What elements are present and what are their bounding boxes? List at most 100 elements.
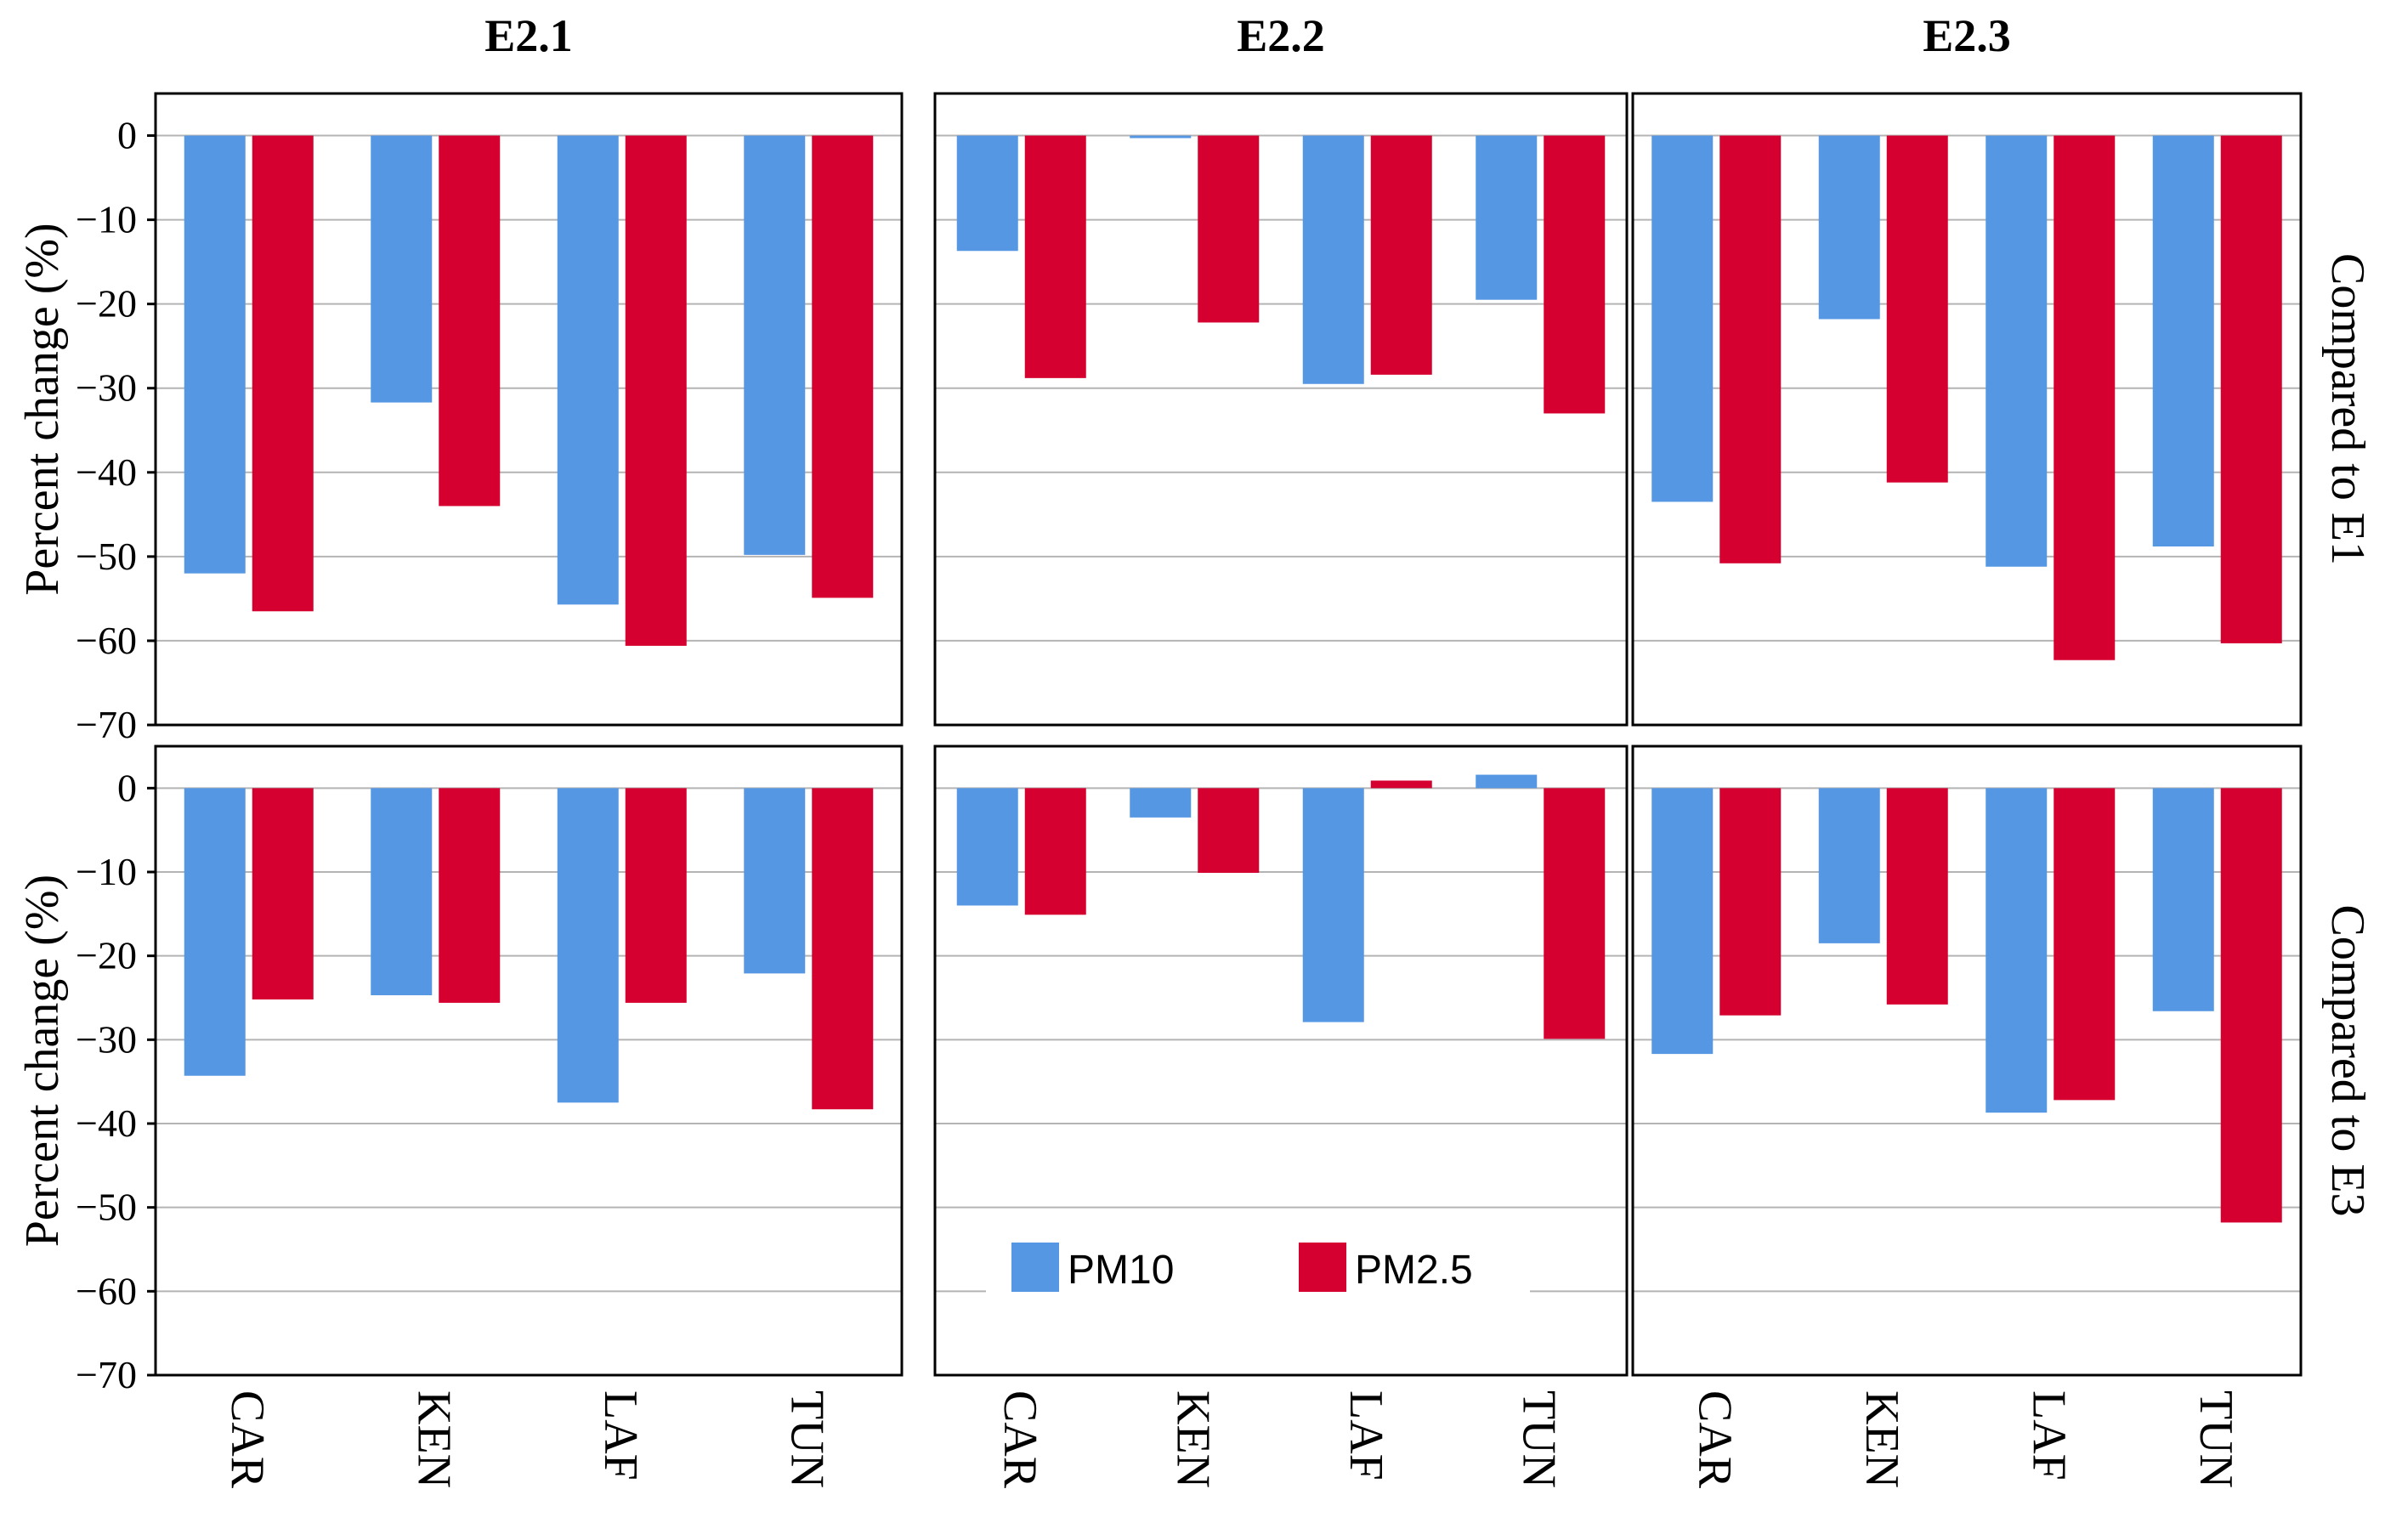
y-tick-label: −70 (76, 703, 137, 746)
bar-pm10-laf (1986, 135, 2048, 567)
y-axis-label: Percent change (%) (16, 875, 69, 1247)
bar-pm10-tun (1476, 774, 1538, 789)
bar-pm10-car (184, 135, 246, 574)
bar-pm10-laf (557, 788, 619, 1103)
bar-pm25-laf (2054, 135, 2116, 660)
category-label-ken: KEN (1855, 1390, 1908, 1488)
panel-frame (933, 745, 1629, 1377)
bar-pm10-car (956, 788, 1018, 906)
bar-pm10-car (956, 135, 1018, 252)
category-label-ken: KEN (407, 1390, 460, 1488)
bar-pm25-ken (439, 135, 501, 507)
bar-pm10-tun (744, 788, 806, 974)
category-label-ken: KEN (1166, 1390, 1219, 1488)
bar-pm25-car (1719, 788, 1782, 1016)
y-tick-label: −40 (76, 450, 137, 494)
bar-pm10-laf (1986, 788, 2048, 1113)
bar-pm10-tun (2152, 788, 2214, 1011)
y-tick-label: −10 (76, 198, 137, 241)
panel-E2-2-e1 (933, 92, 1629, 727)
bar-pm10-car (1651, 135, 1714, 502)
bar-pm25-ken (1198, 135, 1260, 323)
panel-frame (933, 92, 1629, 727)
category-label-laf: LAF (594, 1390, 647, 1481)
legend-background (986, 1243, 1530, 1314)
panel-frame (154, 745, 904, 1377)
category-label-tun: TUN (780, 1390, 833, 1488)
panel-E2-3-e3 (1631, 745, 2303, 1377)
y-tick-label: −10 (76, 850, 137, 893)
bar-pm10-tun (2152, 135, 2214, 546)
category-labels: CAR KEN LAF TUN CAR KEN LAF TUN CAR KEN LAF TUN (221, 1390, 2242, 1489)
panel-E2-1-e1: 0 −10 −20 −30 −40 −50 −60 −70 (76, 92, 904, 746)
bar-pm25-tun (2220, 788, 2282, 1223)
bar-pm10-laf (1302, 135, 1364, 384)
y-tick-label: −70 (76, 1353, 137, 1396)
bar-pm10-ken (1818, 135, 1880, 320)
column-title: E2.1 (484, 10, 573, 61)
bar-pm25-laf (625, 135, 687, 646)
bar-pm25-car (252, 788, 314, 999)
panel-E2-3-e1 (1631, 92, 2303, 727)
category-label-car: CAR (1688, 1390, 1741, 1489)
bar-pm25-tun (812, 135, 874, 598)
category-label-laf: LAF (1340, 1390, 1392, 1481)
bar-pm10-ken (371, 135, 433, 403)
bar-pm10-laf (1302, 788, 1364, 1022)
bar-pm25-laf (2054, 788, 2116, 1101)
y-tick-label: −30 (76, 1017, 137, 1061)
category-label-tun: TUN (1512, 1390, 1565, 1488)
column-titles: E2.1 E2.2 E2.3 (484, 10, 2011, 61)
y-tick-label: −30 (76, 366, 137, 410)
bar-pm25-ken (1198, 788, 1260, 873)
y-tick-label: −50 (76, 1186, 137, 1229)
bar-pm10-car (1651, 788, 1714, 1055)
category-label-tun: TUN (2190, 1390, 2242, 1488)
bar-pm10-laf (557, 135, 619, 605)
y-axis-labels: Percent change (%) Percent change (%) (16, 223, 69, 1247)
bar-pm10-car (184, 788, 246, 1076)
panel-frame (1631, 92, 2303, 727)
panel-frame (154, 92, 904, 727)
y-tick-label: −40 (76, 1101, 137, 1145)
category-label-car: CAR (994, 1390, 1046, 1489)
bar-pm25-laf (1370, 135, 1432, 375)
legend-pm25-label: PM2.5 (1355, 1248, 1473, 1293)
panel-E2-1-e3: 0 −10 −20 −30 −40 −50 −60 −70 (76, 745, 904, 1396)
bar-pm25-laf (625, 788, 687, 1003)
bar-pm25-ken (1886, 788, 1948, 1005)
legend-pm10-swatch (1011, 1243, 1059, 1292)
legend: PM10 PM2.5 (986, 1243, 1530, 1314)
bar-pm25-car (252, 135, 314, 612)
y-tick-label: −50 (76, 535, 137, 578)
category-label-car: CAR (221, 1390, 274, 1489)
panels: 0 −10 −20 −30 −40 −50 −60 −70 0 −10 −20 −30 −40 −50 −6… (76, 92, 2303, 1396)
row-labels: Compared to E1 Compared to E3 (2321, 253, 2374, 1217)
bar-pm25-laf (1370, 780, 1432, 789)
category-label-laf: LAF (2022, 1390, 2075, 1481)
bar-pm25-tun (2220, 135, 2282, 643)
bar-pm25-car (1719, 135, 1782, 563)
bar-pm10-ken (1130, 788, 1192, 818)
bar-pm10-ken (371, 788, 433, 996)
bar-pm25-tun (1544, 788, 1606, 1039)
legend-pm25-swatch (1299, 1243, 1346, 1292)
y-axis-label: Percent change (%) (16, 223, 69, 595)
bar-pm10-ken (1818, 788, 1880, 943)
bar-pm25-car (1024, 788, 1086, 915)
bar-pm25-tun (1544, 135, 1606, 414)
bar-pm10-tun (1476, 135, 1538, 300)
column-title: E2.3 (1923, 10, 2011, 61)
y-tick-label: −60 (76, 619, 137, 662)
bar-pm25-ken (439, 788, 501, 1003)
y-tick-label: −20 (76, 282, 137, 326)
column-title: E2.2 (1237, 10, 1325, 61)
bar-pm25-tun (812, 788, 874, 1110)
y-tick-label: −60 (76, 1269, 137, 1312)
row-label: Compared to E3 (2321, 904, 2374, 1216)
y-tick-label: 0 (117, 114, 137, 157)
y-tick-label: −20 (76, 934, 137, 977)
panel-E2-2-e3 (933, 745, 1629, 1377)
legend-pm10-label: PM10 (1068, 1248, 1174, 1293)
